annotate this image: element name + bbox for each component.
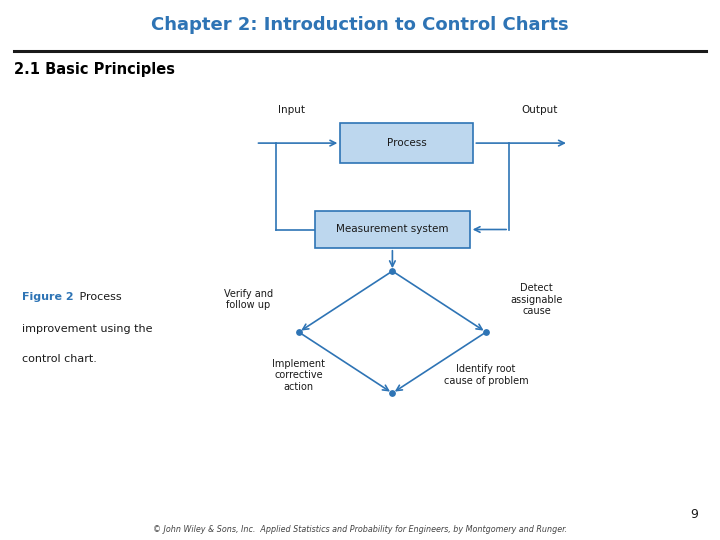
Text: Identify root
cause of problem: Identify root cause of problem xyxy=(444,364,528,386)
Text: 9: 9 xyxy=(690,508,698,521)
Text: Measurement system: Measurement system xyxy=(336,225,449,234)
FancyBboxPatch shape xyxy=(315,211,470,248)
Point xyxy=(480,328,492,336)
Text: Detect
assignable
cause: Detect assignable cause xyxy=(510,283,562,316)
Text: Implement
corrective
action: Implement corrective action xyxy=(272,359,325,392)
Text: Figure 2: Figure 2 xyxy=(22,292,73,302)
Text: Chapter 2: Introduction to Control Charts: Chapter 2: Introduction to Control Chart… xyxy=(151,16,569,34)
Point xyxy=(293,328,305,336)
Point xyxy=(387,267,398,275)
Text: Process: Process xyxy=(387,138,427,148)
Text: © John Wiley & Sons, Inc.  Applied Statistics and Probability for Engineers, by : © John Wiley & Sons, Inc. Applied Statis… xyxy=(153,524,567,534)
Text: Verify and
follow up: Verify and follow up xyxy=(224,289,273,310)
Text: control chart.: control chart. xyxy=(22,354,96,364)
FancyBboxPatch shape xyxy=(340,123,474,163)
Text: Output: Output xyxy=(522,105,558,115)
Point xyxy=(387,389,398,397)
Text: Input: Input xyxy=(278,105,305,115)
Text: 2.1 Basic Principles: 2.1 Basic Principles xyxy=(14,62,176,77)
Text: Process: Process xyxy=(76,292,121,302)
Text: improvement using the: improvement using the xyxy=(22,324,152,334)
